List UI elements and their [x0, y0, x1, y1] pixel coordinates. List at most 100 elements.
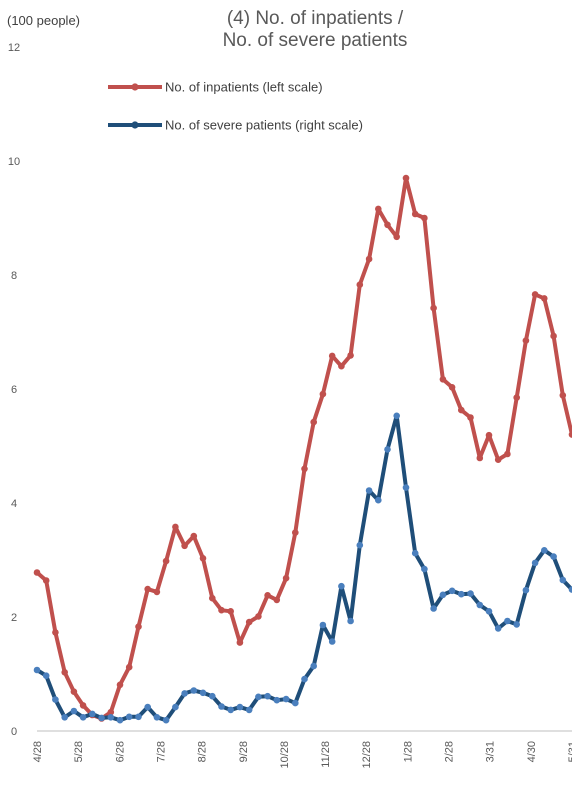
data-point	[504, 450, 511, 458]
data-point	[144, 703, 151, 711]
data-point	[52, 629, 59, 636]
data-point	[292, 529, 299, 536]
data-point	[522, 337, 530, 344]
data-point	[430, 605, 437, 612]
data-point	[255, 693, 262, 701]
data-point	[199, 689, 207, 697]
data-point	[245, 618, 253, 626]
y-tick-label: 6	[11, 384, 17, 396]
chart-title-line-2: No. of severe patients	[222, 30, 408, 51]
data-point	[347, 352, 354, 359]
data-point	[42, 577, 50, 584]
data-point	[559, 392, 567, 399]
data-point	[448, 384, 456, 391]
data-point	[273, 696, 281, 704]
data-point	[531, 559, 539, 567]
legend-inpatients-label: No. of inpatients (left scale)	[165, 80, 323, 95]
y-tick-label: 8	[11, 270, 17, 282]
y-tick-label: 2	[11, 612, 17, 624]
data-point	[116, 681, 124, 689]
data-point	[476, 454, 484, 462]
data-point	[458, 406, 465, 414]
data-point	[162, 716, 170, 724]
data-point	[347, 617, 354, 625]
y-tick-label: 4	[11, 498, 17, 510]
x-tick-label: 12/28	[361, 741, 373, 769]
data-point	[264, 592, 271, 599]
data-point	[365, 487, 373, 494]
data-point	[467, 414, 474, 421]
x-tick-label: 7/28	[155, 741, 167, 762]
y-tick-label: 0	[11, 726, 17, 738]
data-point	[89, 710, 96, 718]
x-tick-label: 8/28	[197, 741, 209, 762]
data-point	[494, 625, 502, 632]
data-point	[273, 596, 281, 604]
x-tick-label: 10/28	[279, 741, 291, 769]
chart-title-line-1: (4) No. of inpatients /	[226, 8, 404, 29]
data-point	[430, 304, 437, 312]
data-point	[568, 586, 572, 593]
data-point	[439, 376, 447, 383]
data-point	[319, 621, 327, 629]
data-point	[181, 690, 188, 697]
data-point	[393, 233, 401, 241]
data-point	[181, 542, 188, 550]
data-point	[522, 586, 530, 594]
data-point	[356, 541, 364, 549]
data-point	[52, 696, 59, 703]
data-point	[135, 623, 142, 630]
data-point	[328, 352, 336, 360]
data-point	[513, 621, 520, 628]
data-point	[550, 332, 557, 340]
data-point	[402, 174, 410, 182]
data-point	[190, 532, 198, 540]
data-point	[282, 574, 290, 582]
data-point	[79, 714, 87, 721]
data-point	[328, 638, 336, 645]
data-point	[190, 687, 198, 694]
data-point	[338, 362, 345, 370]
data-point	[107, 708, 115, 716]
data-point	[458, 590, 465, 598]
data-point	[504, 617, 511, 625]
data-point	[541, 547, 548, 554]
data-point	[485, 431, 493, 439]
data-point	[513, 394, 520, 401]
data-point	[375, 496, 382, 504]
data-point	[227, 706, 234, 714]
data-point	[292, 699, 299, 707]
chart-title: (4) No. of inpatients / No. of severe pa…	[190, 8, 440, 52]
data-point	[550, 553, 557, 560]
data-point	[144, 585, 151, 593]
data-point	[301, 465, 308, 473]
data-point	[42, 672, 50, 679]
data-point	[448, 587, 456, 595]
data-point	[162, 557, 170, 565]
data-point	[310, 662, 318, 670]
data-point	[236, 639, 244, 646]
data-point	[61, 669, 68, 676]
x-tick-label: 2/28	[444, 741, 456, 762]
data-point	[33, 666, 41, 674]
x-tick-label: 11/28	[320, 741, 332, 768]
data-point	[125, 663, 133, 671]
legend: No. of inpatients (left scale) No. of se…	[108, 80, 363, 133]
series-severe	[33, 412, 572, 724]
data-point	[467, 590, 474, 597]
data-point	[310, 418, 318, 426]
plot-area	[33, 174, 572, 724]
data-point	[245, 706, 253, 714]
legend-entry-inpatients: No. of inpatients (left scale)	[108, 80, 323, 95]
x-tick-label: 4/28	[32, 741, 44, 762]
data-point	[384, 221, 391, 229]
data-point	[541, 295, 548, 302]
data-point	[494, 456, 502, 464]
legend-entry-severe: No. of severe patients (right scale)	[108, 118, 363, 133]
data-point	[227, 608, 234, 615]
y-tick-label: 12	[8, 42, 20, 54]
data-point	[70, 688, 78, 695]
legend-severe-label: No. of severe patients (right scale)	[165, 118, 363, 133]
data-point	[33, 569, 41, 576]
